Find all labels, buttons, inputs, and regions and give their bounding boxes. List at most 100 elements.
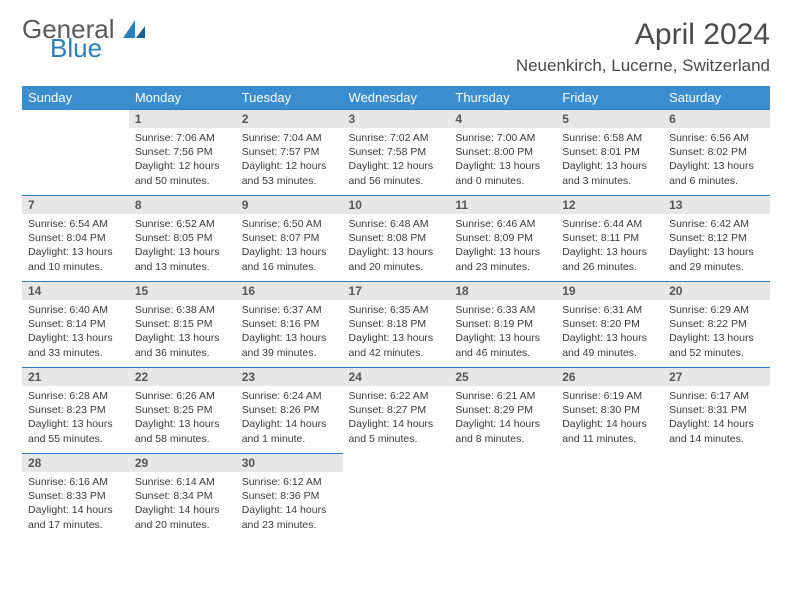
- day-details: Sunrise: 6:56 AMSunset: 8:02 PMDaylight:…: [663, 128, 770, 194]
- day-cell: 5Sunrise: 6:58 AMSunset: 8:01 PMDaylight…: [556, 110, 663, 196]
- day-number: 1: [129, 110, 236, 128]
- day-details: Sunrise: 6:22 AMSunset: 8:27 PMDaylight:…: [343, 386, 450, 452]
- day-details: Sunrise: 6:16 AMSunset: 8:33 PMDaylight:…: [22, 472, 129, 538]
- day-details: Sunrise: 6:28 AMSunset: 8:23 PMDaylight:…: [22, 386, 129, 452]
- day-details: Sunrise: 6:12 AMSunset: 8:36 PMDaylight:…: [236, 472, 343, 538]
- day-number: 4: [449, 110, 556, 128]
- day-details: Sunrise: 6:54 AMSunset: 8:04 PMDaylight:…: [22, 214, 129, 280]
- day-cell: 1Sunrise: 7:06 AMSunset: 7:56 PMDaylight…: [129, 110, 236, 196]
- day-cell: 24Sunrise: 6:22 AMSunset: 8:27 PMDayligh…: [343, 368, 450, 454]
- day-cell: 18Sunrise: 6:33 AMSunset: 8:19 PMDayligh…: [449, 282, 556, 368]
- day-number: 3: [343, 110, 450, 128]
- weekday-header: Friday: [556, 86, 663, 110]
- day-cell: 15Sunrise: 6:38 AMSunset: 8:15 PMDayligh…: [129, 282, 236, 368]
- day-cell: 10Sunrise: 6:48 AMSunset: 8:08 PMDayligh…: [343, 196, 450, 282]
- day-number: 26: [556, 368, 663, 386]
- day-cell: 2Sunrise: 7:04 AMSunset: 7:57 PMDaylight…: [236, 110, 343, 196]
- weekday-header: Wednesday: [343, 86, 450, 110]
- weekday-header: Monday: [129, 86, 236, 110]
- day-number: 5: [556, 110, 663, 128]
- day-number: 22: [129, 368, 236, 386]
- day-details: Sunrise: 6:37 AMSunset: 8:16 PMDaylight:…: [236, 300, 343, 366]
- day-details: Sunrise: 6:48 AMSunset: 8:08 PMDaylight:…: [343, 214, 450, 280]
- day-number: 18: [449, 282, 556, 300]
- location: Neuenkirch, Lucerne, Switzerland: [516, 56, 770, 76]
- day-details: Sunrise: 6:40 AMSunset: 8:14 PMDaylight:…: [22, 300, 129, 366]
- empty-cell: [556, 454, 663, 540]
- day-number: 21: [22, 368, 129, 386]
- day-details: Sunrise: 6:14 AMSunset: 8:34 PMDaylight:…: [129, 472, 236, 538]
- day-number: 23: [236, 368, 343, 386]
- day-details: Sunrise: 6:21 AMSunset: 8:29 PMDaylight:…: [449, 386, 556, 452]
- header: General Blue April 2024 Neuenkirch, Luce…: [22, 18, 770, 76]
- day-number: 29: [129, 454, 236, 472]
- day-details: Sunrise: 6:19 AMSunset: 8:30 PMDaylight:…: [556, 386, 663, 452]
- day-details: Sunrise: 6:46 AMSunset: 8:09 PMDaylight:…: [449, 214, 556, 280]
- day-cell: 12Sunrise: 6:44 AMSunset: 8:11 PMDayligh…: [556, 196, 663, 282]
- day-number: 12: [556, 196, 663, 214]
- calendar-body: 1Sunrise: 7:06 AMSunset: 7:56 PMDaylight…: [22, 110, 770, 540]
- day-cell: 28Sunrise: 6:16 AMSunset: 8:33 PMDayligh…: [22, 454, 129, 540]
- day-cell: 9Sunrise: 6:50 AMSunset: 8:07 PMDaylight…: [236, 196, 343, 282]
- day-number: 20: [663, 282, 770, 300]
- weekday-header: Thursday: [449, 86, 556, 110]
- day-details: Sunrise: 6:31 AMSunset: 8:20 PMDaylight:…: [556, 300, 663, 366]
- empty-cell: [663, 454, 770, 540]
- day-number: 10: [343, 196, 450, 214]
- day-number: 15: [129, 282, 236, 300]
- day-cell: 21Sunrise: 6:28 AMSunset: 8:23 PMDayligh…: [22, 368, 129, 454]
- day-cell: 11Sunrise: 6:46 AMSunset: 8:09 PMDayligh…: [449, 196, 556, 282]
- day-number: 9: [236, 196, 343, 214]
- day-number: 19: [556, 282, 663, 300]
- weekday-header: Sunday: [22, 86, 129, 110]
- day-number: 17: [343, 282, 450, 300]
- day-cell: 13Sunrise: 6:42 AMSunset: 8:12 PMDayligh…: [663, 196, 770, 282]
- day-cell: 6Sunrise: 6:56 AMSunset: 8:02 PMDaylight…: [663, 110, 770, 196]
- day-cell: 14Sunrise: 6:40 AMSunset: 8:14 PMDayligh…: [22, 282, 129, 368]
- empty-cell: [22, 110, 129, 196]
- day-details: Sunrise: 6:26 AMSunset: 8:25 PMDaylight:…: [129, 386, 236, 452]
- day-cell: 4Sunrise: 7:00 AMSunset: 8:00 PMDaylight…: [449, 110, 556, 196]
- empty-cell: [343, 454, 450, 540]
- day-cell: 23Sunrise: 6:24 AMSunset: 8:26 PMDayligh…: [236, 368, 343, 454]
- day-number: 25: [449, 368, 556, 386]
- day-cell: 19Sunrise: 6:31 AMSunset: 8:20 PMDayligh…: [556, 282, 663, 368]
- day-number: 2: [236, 110, 343, 128]
- day-number: 8: [129, 196, 236, 214]
- day-details: Sunrise: 6:58 AMSunset: 8:01 PMDaylight:…: [556, 128, 663, 194]
- brand-logo: General Blue: [22, 18, 145, 61]
- day-cell: 8Sunrise: 6:52 AMSunset: 8:05 PMDaylight…: [129, 196, 236, 282]
- day-details: Sunrise: 6:44 AMSunset: 8:11 PMDaylight:…: [556, 214, 663, 280]
- weekday-header: Saturday: [663, 86, 770, 110]
- day-number: 16: [236, 282, 343, 300]
- calendar-table: SundayMondayTuesdayWednesdayThursdayFrid…: [22, 86, 770, 540]
- day-cell: 3Sunrise: 7:02 AMSunset: 7:58 PMDaylight…: [343, 110, 450, 196]
- day-number: 6: [663, 110, 770, 128]
- day-details: Sunrise: 7:04 AMSunset: 7:57 PMDaylight:…: [236, 128, 343, 194]
- day-details: Sunrise: 6:42 AMSunset: 8:12 PMDaylight:…: [663, 214, 770, 280]
- empty-cell: [449, 454, 556, 540]
- day-details: Sunrise: 6:29 AMSunset: 8:22 PMDaylight:…: [663, 300, 770, 366]
- day-number: 14: [22, 282, 129, 300]
- day-details: Sunrise: 6:24 AMSunset: 8:26 PMDaylight:…: [236, 386, 343, 452]
- day-cell: 16Sunrise: 6:37 AMSunset: 8:16 PMDayligh…: [236, 282, 343, 368]
- day-number: 30: [236, 454, 343, 472]
- day-details: Sunrise: 7:02 AMSunset: 7:58 PMDaylight:…: [343, 128, 450, 194]
- day-number: 28: [22, 454, 129, 472]
- day-cell: 22Sunrise: 6:26 AMSunset: 8:25 PMDayligh…: [129, 368, 236, 454]
- title-block: April 2024 Neuenkirch, Lucerne, Switzerl…: [516, 18, 770, 76]
- day-number: 7: [22, 196, 129, 214]
- day-cell: 30Sunrise: 6:12 AMSunset: 8:36 PMDayligh…: [236, 454, 343, 540]
- day-number: 24: [343, 368, 450, 386]
- calendar-header-row: SundayMondayTuesdayWednesdayThursdayFrid…: [22, 86, 770, 110]
- day-cell: 26Sunrise: 6:19 AMSunset: 8:30 PMDayligh…: [556, 368, 663, 454]
- day-cell: 7Sunrise: 6:54 AMSunset: 8:04 PMDaylight…: [22, 196, 129, 282]
- day-number: 27: [663, 368, 770, 386]
- sail-icon: [123, 20, 145, 41]
- day-cell: 29Sunrise: 6:14 AMSunset: 8:34 PMDayligh…: [129, 454, 236, 540]
- day-details: Sunrise: 6:17 AMSunset: 8:31 PMDaylight:…: [663, 386, 770, 452]
- day-details: Sunrise: 6:52 AMSunset: 8:05 PMDaylight:…: [129, 214, 236, 280]
- day-details: Sunrise: 6:38 AMSunset: 8:15 PMDaylight:…: [129, 300, 236, 366]
- day-details: Sunrise: 7:00 AMSunset: 8:00 PMDaylight:…: [449, 128, 556, 194]
- day-cell: 25Sunrise: 6:21 AMSunset: 8:29 PMDayligh…: [449, 368, 556, 454]
